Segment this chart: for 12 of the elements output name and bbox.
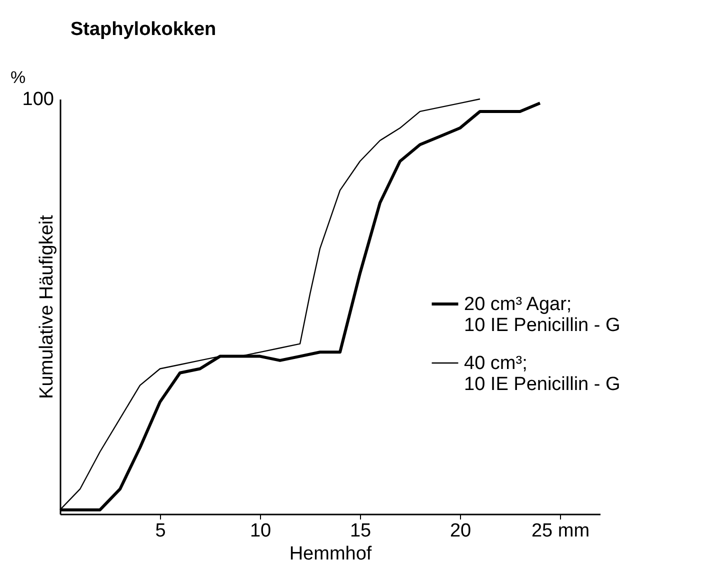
text: 100 [22,89,54,110]
y-axis-title: Kumulative Häufigkeit [36,214,58,399]
x-tick-label: 25 mm [531,520,590,542]
x-tick-label: 20 [450,520,472,542]
x-axis-title: Hemmhof [289,544,372,564]
legend-label: 20 cm³ Agar; 10 IE Penicillin - G [464,294,620,336]
x-tick-label: 10 [250,520,272,542]
chart-title: Staphylokokken [70,19,216,40]
x-tick-label: 15 [350,520,372,542]
x-tick-label: 5 [155,520,166,542]
text: % [10,68,26,87]
legend-label: 40 cm³; 10 IE Penicillin - G [464,353,620,395]
